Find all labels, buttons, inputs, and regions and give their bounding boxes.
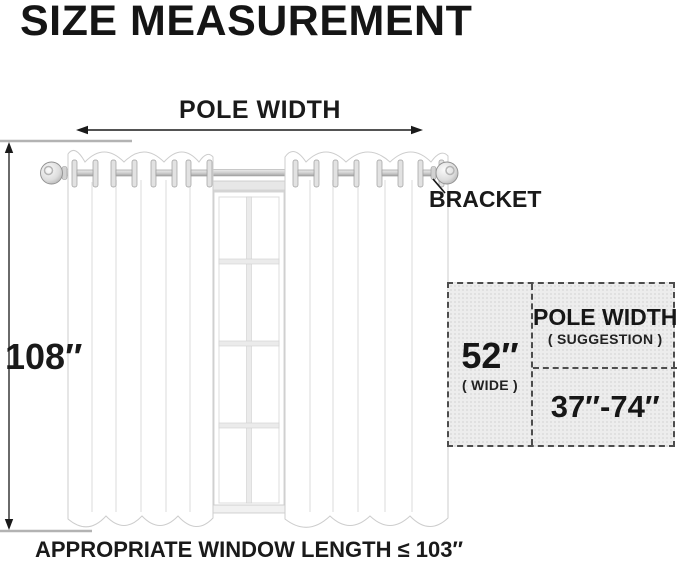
spec-cell-pole-range: 37″-74″ [533, 369, 677, 445]
width-caption: ( WIDE ) [461, 376, 519, 393]
left-curtain-panel [67, 149, 214, 528]
page-title: SIZE MEASUREMENT [20, 0, 473, 45]
pole-width-arrow [76, 125, 423, 135]
pole-width-title: POLE WIDTH [533, 303, 678, 330]
right-curtain-panel [284, 151, 449, 528]
height-extension-lines [0, 139, 132, 533]
spec-cell-pole-width: POLE WIDTH ( SUGGESTION ) [533, 284, 678, 369]
pole-width-caption: ( SUGGESTION ) [547, 330, 663, 347]
bracket-leader-line [432, 178, 446, 194]
left-finial-icon [40, 161, 68, 185]
pole-width-label: POLE WIDTH [179, 96, 341, 124]
spec-cell-width: 52″ ( WIDE ) [449, 284, 533, 445]
right-finial-bracket-icon [430, 161, 459, 185]
size-spec-box: 52″ ( WIDE ) POLE WIDTH ( SUGGESTION ) 3… [447, 282, 678, 447]
curtain-length-label: 108″ [5, 336, 83, 377]
bracket-label: BRACKET [429, 186, 542, 212]
window-length-note: APPROPRIATE WINDOW LENGTH ≤ 103″ [34, 537, 463, 562]
pole-width-range: 37″-74″ [550, 388, 660, 424]
window-icon [204, 180, 294, 514]
height-arrow [4, 142, 14, 530]
width-value: 52″ [461, 334, 519, 376]
